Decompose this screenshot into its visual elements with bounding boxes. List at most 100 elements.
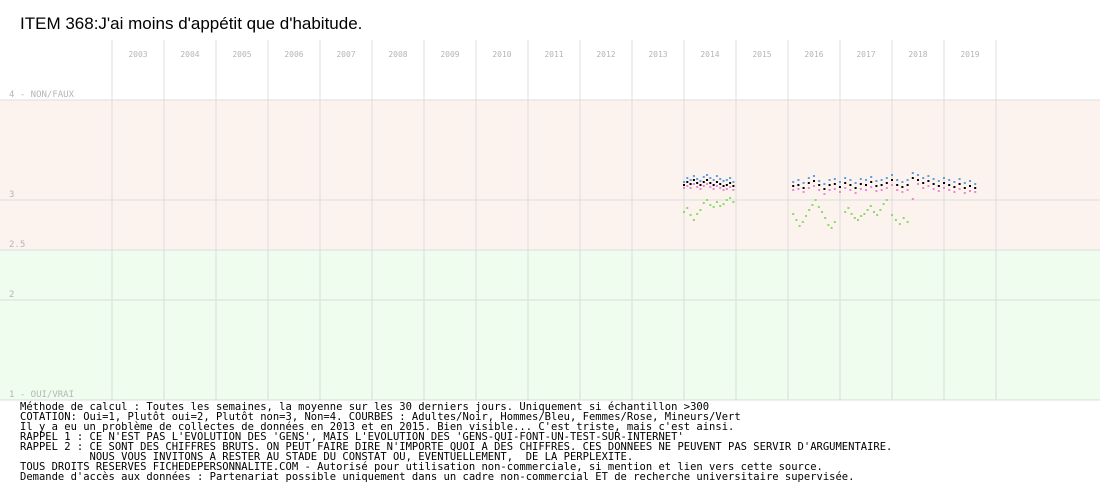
data-point (859, 183, 862, 185)
x-tick-label: 2015 (752, 50, 771, 59)
data-point (808, 209, 811, 211)
data-point (911, 172, 914, 174)
data-point (802, 191, 805, 193)
data-point (922, 177, 925, 179)
chart-title: ITEM 368:J'ai moins d'appétit que d'habi… (20, 14, 363, 33)
footer-line: RAPPEL 2 : CE SONT DES CHIFFRES BRUTS. O… (20, 441, 893, 453)
data-point (792, 185, 795, 187)
data-point (725, 179, 728, 181)
data-point (702, 181, 705, 183)
data-point (901, 186, 904, 188)
data-point (854, 192, 857, 194)
data-point (801, 221, 804, 223)
data-point (870, 181, 873, 183)
data-point (885, 182, 888, 184)
background-band (0, 100, 1100, 250)
data-point (882, 203, 885, 205)
y-tick-label: 4 - NON/FAUX (9, 90, 75, 100)
data-point (849, 179, 852, 181)
data-point (885, 177, 888, 179)
data-point (870, 186, 873, 188)
x-tick-label: 2011 (544, 50, 563, 59)
data-point (699, 188, 702, 190)
data-point (879, 209, 882, 211)
data-point (722, 180, 725, 182)
data-point (833, 183, 836, 185)
footer-line: NOUS VOUS INVITONS A RESTER AU STADE DU … (20, 451, 634, 463)
y-tick-label: 2.5 (9, 240, 25, 250)
data-point (958, 183, 961, 185)
data-point (844, 187, 847, 189)
data-point (927, 175, 930, 177)
data-point (844, 177, 847, 179)
data-point (875, 180, 878, 182)
x-tick-label: 2018 (908, 50, 927, 59)
data-point (917, 179, 919, 181)
data-point (719, 205, 722, 207)
data-point (906, 179, 909, 181)
data-point (702, 185, 705, 187)
data-point (943, 187, 945, 189)
data-point (906, 184, 909, 186)
data-point (692, 179, 695, 181)
data-point (974, 191, 977, 193)
data-point (963, 192, 966, 194)
data-point (811, 204, 814, 206)
data-point (922, 182, 925, 184)
data-point (706, 179, 709, 181)
data-point (702, 202, 705, 204)
data-point (873, 211, 875, 213)
data-point (709, 204, 712, 206)
footer-line: Demande d'accès aux données : Partenaria… (20, 471, 855, 483)
x-tick-label: 2016 (804, 50, 823, 59)
data-point (725, 199, 728, 201)
data-point (859, 188, 862, 190)
data-point (969, 185, 971, 187)
data-point (911, 177, 914, 179)
data-point (732, 201, 735, 203)
data-point (683, 184, 685, 186)
data-point (870, 176, 873, 178)
data-point (709, 186, 712, 188)
data-point (876, 214, 879, 216)
data-point (715, 175, 718, 177)
background-band (0, 250, 1100, 400)
data-point (830, 227, 833, 229)
data-point (805, 215, 807, 217)
data-point (849, 189, 852, 191)
x-tick-label: 2013 (648, 50, 667, 59)
data-point (712, 188, 715, 190)
data-point (875, 185, 878, 187)
data-point (875, 190, 878, 192)
data-point (854, 182, 857, 184)
data-point (712, 184, 715, 186)
data-point (797, 188, 800, 190)
data-point (802, 182, 805, 184)
data-point (948, 179, 951, 181)
data-point (974, 187, 977, 189)
data-point (792, 181, 795, 183)
data-point (686, 181, 689, 183)
data-point (839, 186, 841, 188)
data-point (839, 181, 841, 183)
x-tick-label: 2014 (700, 50, 719, 59)
data-point (814, 199, 817, 201)
data-point (943, 182, 945, 184)
data-point (869, 205, 872, 207)
x-tick-label: 2017 (856, 50, 875, 59)
data-point (866, 209, 869, 211)
data-point (865, 184, 867, 186)
data-point (932, 183, 935, 185)
x-tick-label: 2006 (284, 50, 303, 59)
footer-line: Méthode de calcul : Toutes les semaines,… (20, 401, 710, 413)
data-point (958, 178, 961, 180)
data-point (699, 209, 702, 211)
data-point (953, 186, 956, 188)
data-point (729, 197, 732, 199)
data-point (824, 217, 827, 219)
data-point (823, 188, 826, 190)
data-point (715, 185, 718, 187)
data-point (854, 187, 857, 189)
data-point (729, 186, 732, 188)
